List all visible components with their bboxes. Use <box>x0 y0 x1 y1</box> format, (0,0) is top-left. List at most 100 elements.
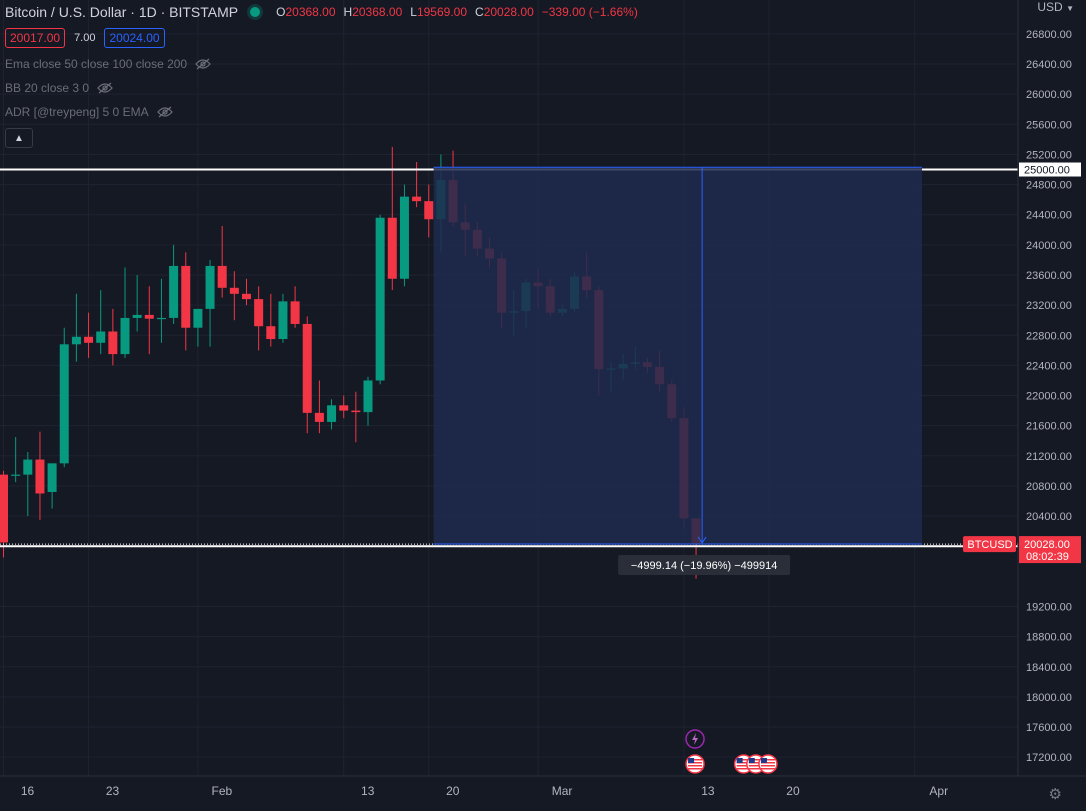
candle <box>205 259 215 347</box>
candle-body <box>156 317 166 320</box>
ohlc-value: −339.00 (−1.66%) <box>541 5 638 19</box>
market-status-dot[interactable] <box>250 7 261 17</box>
measure-area[interactable] <box>433 167 923 544</box>
price-tick-label: 25200.00 <box>1026 149 1072 161</box>
us-flag-icon[interactable] <box>685 754 705 774</box>
price-tick-label: 26000.00 <box>1026 89 1072 101</box>
candle-body <box>47 463 57 492</box>
candle <box>47 463 57 509</box>
eye-off-icon[interactable] <box>195 58 211 70</box>
candle-body <box>375 217 385 381</box>
candle <box>424 184 434 238</box>
us-flag-icon[interactable] <box>758 754 778 774</box>
time-tick-label: 13 <box>701 784 715 798</box>
price-tick-label: 22000.00 <box>1026 391 1072 403</box>
candle-body <box>363 380 373 413</box>
price-tick-label: 25600.00 <box>1026 119 1072 131</box>
candle-body <box>169 265 179 318</box>
indicator-bb[interactable]: BB 20 close 3 0 <box>5 76 646 100</box>
event-markers[interactable] <box>685 729 778 774</box>
flag-canton <box>736 758 743 763</box>
ohlc-value: 19569.00 <box>416 5 468 19</box>
ohlc-item: H20368.00 <box>344 5 407 19</box>
eye-off-icon[interactable] <box>156 106 173 118</box>
ohlc-item: C20028.00 <box>475 5 538 19</box>
indicator-adr-label: ADR [@treypeng] 5 0 EMA <box>5 105 149 119</box>
price-tick-label: 23600.00 <box>1026 270 1072 282</box>
current-price-tag[interactable] <box>1019 536 1081 564</box>
price-tick-label: 18000.00 <box>1026 692 1072 704</box>
candle <box>314 380 324 434</box>
hline-price-tag[interactable] <box>1019 162 1081 177</box>
gear-icon[interactable]: ⚙ <box>1048 786 1062 803</box>
ohlc-key: C <box>475 5 484 19</box>
price-tick-label: 24800.00 <box>1026 180 1072 192</box>
candle <box>71 293 81 362</box>
price-tick-label: 20800.00 <box>1026 481 1072 493</box>
indicator-bb-label: BB 20 close 3 0 <box>5 81 90 95</box>
price-tick-label: 19200.00 <box>1026 601 1072 613</box>
flag-stripe <box>748 762 763 764</box>
indicator-adr[interactable]: ADR [@treypeng] 5 0 EMA <box>5 100 646 124</box>
candle-body <box>290 301 300 324</box>
candle-body <box>217 265 227 288</box>
flag-stripe <box>748 765 763 767</box>
ohlc-item: O20368.00 <box>276 5 339 19</box>
title-row: Bitcoin / U.S. Dollar · 1D · BITSTAMP O2… <box>5 3 646 21</box>
ohlc-item: −339.00 (−1.66%) <box>542 5 642 19</box>
collapse-legend-button[interactable]: ▲ <box>5 128 33 148</box>
candle <box>302 316 312 434</box>
candle <box>229 271 239 321</box>
candle <box>181 252 191 351</box>
ohlc-values: O20368.00 H20368.00 L19569.00 C20028.00 −339… <box>276 5 646 19</box>
candle-body <box>132 314 142 318</box>
lightning-icon[interactable] <box>685 729 705 749</box>
ohlc-item: L19569.00 <box>410 5 471 19</box>
candle <box>339 395 349 419</box>
candle <box>132 274 142 332</box>
time-tick-label: 13 <box>361 784 375 798</box>
price-tick-label: 24000.00 <box>1026 240 1072 252</box>
price-tick-label: 21600.00 <box>1026 421 1072 433</box>
eye-off-icon[interactable] <box>97 82 113 94</box>
symbol-tag[interactable] <box>963 536 1016 553</box>
ohlc-value: 20028.00 <box>483 5 534 19</box>
price-tick-label: 22800.00 <box>1026 330 1072 342</box>
candle-body <box>278 301 288 340</box>
candle <box>217 226 227 298</box>
candle-body <box>108 331 118 355</box>
candle <box>193 308 203 347</box>
spread-value: 7.00 <box>74 31 96 44</box>
chevron-down-icon: ▼ <box>1066 4 1074 13</box>
candle-body <box>0 474 8 543</box>
sell-price-box[interactable]: 20017.00 <box>5 27 66 48</box>
candle-body <box>205 265 215 309</box>
time-axis[interactable]: 16 23 Feb 13 20 Mar 13 20 Apr <box>0 775 1086 811</box>
bid-ask-row: 20017.00 7.00 20024.00 <box>5 27 646 48</box>
price-axis[interactable]: 17200.00 17600.00 18000.00 18400.00 18800.00… <box>963 0 1086 776</box>
indicator-ema-label: Ema close 50 close 100 close 200 <box>5 57 188 71</box>
price-tick-label: 26400.00 <box>1026 59 1072 71</box>
flag-stripe <box>760 765 775 767</box>
candle <box>11 436 21 483</box>
flag-stripe <box>688 759 703 761</box>
currency-selector[interactable]: USD ▼ <box>1037 0 1074 14</box>
candle-body <box>71 336 81 345</box>
time-tick-label: 23 <box>106 784 120 798</box>
measure-tool[interactable]: −4999.14 (−19.96%) −499914 <box>433 166 923 575</box>
candle-body <box>242 293 251 300</box>
flag-circle <box>758 754 778 774</box>
candle <box>387 146 397 291</box>
price-tick-label: 18400.00 <box>1026 662 1072 674</box>
flag-circle <box>685 754 705 774</box>
ohlc-key: O <box>276 5 286 19</box>
buy-price-box[interactable]: 20024.00 <box>104 27 165 48</box>
symbol-title[interactable]: Bitcoin / U.S. Dollar · 1D · BITSTAMP <box>5 4 239 20</box>
candle <box>84 312 94 358</box>
candle-body <box>327 405 337 422</box>
indicator-ema[interactable]: Ema close 50 close 100 close 200 <box>5 52 646 76</box>
ohlc-value: 20368.00 <box>285 5 336 19</box>
candle-body <box>35 459 45 494</box>
time-tick-label: Apr <box>929 784 948 798</box>
